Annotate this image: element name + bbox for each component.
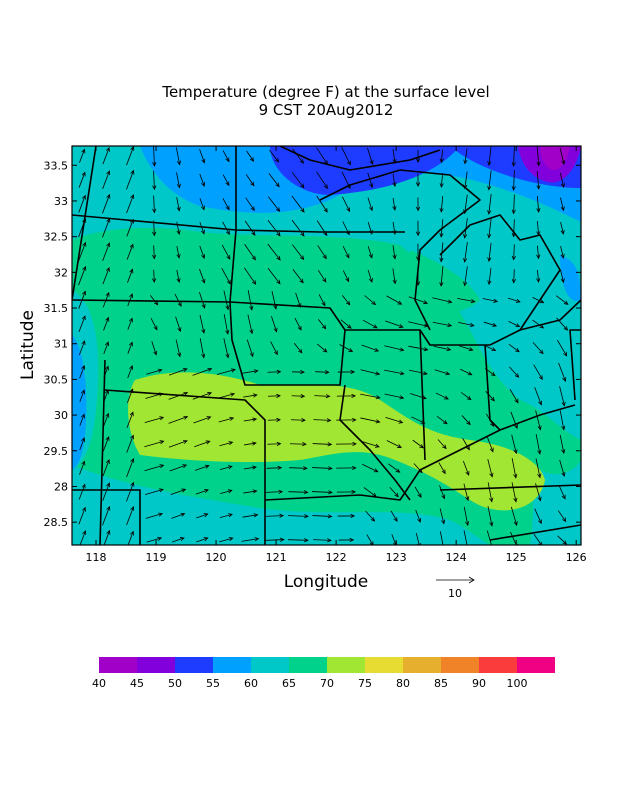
colorbar-label: 80 [396,677,410,690]
y-tick-label: 33 [54,195,68,208]
y-tick-label: 30 [54,409,68,422]
wind-vector [268,420,280,421]
x-axis-label: Longitude [284,572,369,592]
colorbar-box [327,657,365,673]
title-line: Temperature (degree F) at the surface le… [161,83,489,101]
y-tick-label: 29.5 [44,445,69,458]
wind-vector [268,372,281,373]
y-axis-label: Latitude [18,310,38,380]
colorbar-box [213,657,251,673]
reference-label: 10 [448,587,462,600]
wind-vector [268,396,280,397]
contour-fill [72,146,581,545]
y-tick-label: 28 [54,480,68,493]
title-line: 9 CST 20Aug2012 [259,101,394,119]
colorbar-box [175,657,213,673]
y-tick-label: 30.5 [44,373,69,386]
colorbar-label: 100 [507,677,528,690]
y-tick-label: 28.5 [44,516,69,529]
colorbar-label: 40 [92,677,106,690]
colorbar-label: 45 [130,677,144,690]
colorbar-box [517,657,555,673]
colorbar-box [479,657,517,673]
colorbar-label: 75 [358,677,372,690]
x-tick-label: 126 [566,551,587,564]
colorbar-label: 55 [206,677,220,690]
colorbar-label: 85 [434,677,448,690]
x-tick-label: 125 [506,551,527,564]
colorbar-box [251,657,289,673]
y-tick-label: 31.5 [44,302,69,315]
colorbar-label: 65 [282,677,296,690]
x-tick-label: 123 [386,551,407,564]
colorbar-label: 50 [168,677,182,690]
x-tick-label: 122 [326,551,347,564]
y-tick-label: 32.5 [44,231,69,244]
colorbar-label: 90 [472,677,486,690]
colorbar-box [99,657,137,673]
colorbar-box [403,657,441,673]
wind-arrowhead [466,546,469,550]
colorbar-box [441,657,479,673]
colorbar-label: 60 [244,677,258,690]
colorbar-box [289,657,327,673]
wind-arrowhead [490,545,493,549]
wind-vector [514,269,515,283]
colorbar-box [365,657,403,673]
colorbar-box [137,657,175,673]
wind-vector [154,270,155,282]
colorbar-label: 70 [320,677,334,690]
x-tick-label: 120 [206,551,227,564]
y-tick-label: 33.5 [44,159,69,172]
reference-vector: 10 [436,577,474,600]
wind-vector [267,444,280,445]
y-tick-label: 32 [54,266,68,279]
x-tick-label: 121 [266,551,287,564]
y-tick-label: 31 [54,338,68,351]
wind-vector [290,444,306,445]
x-tick-label: 124 [446,551,467,564]
x-tick-label: 119 [146,551,167,564]
x-tick-label: 118 [86,551,107,564]
